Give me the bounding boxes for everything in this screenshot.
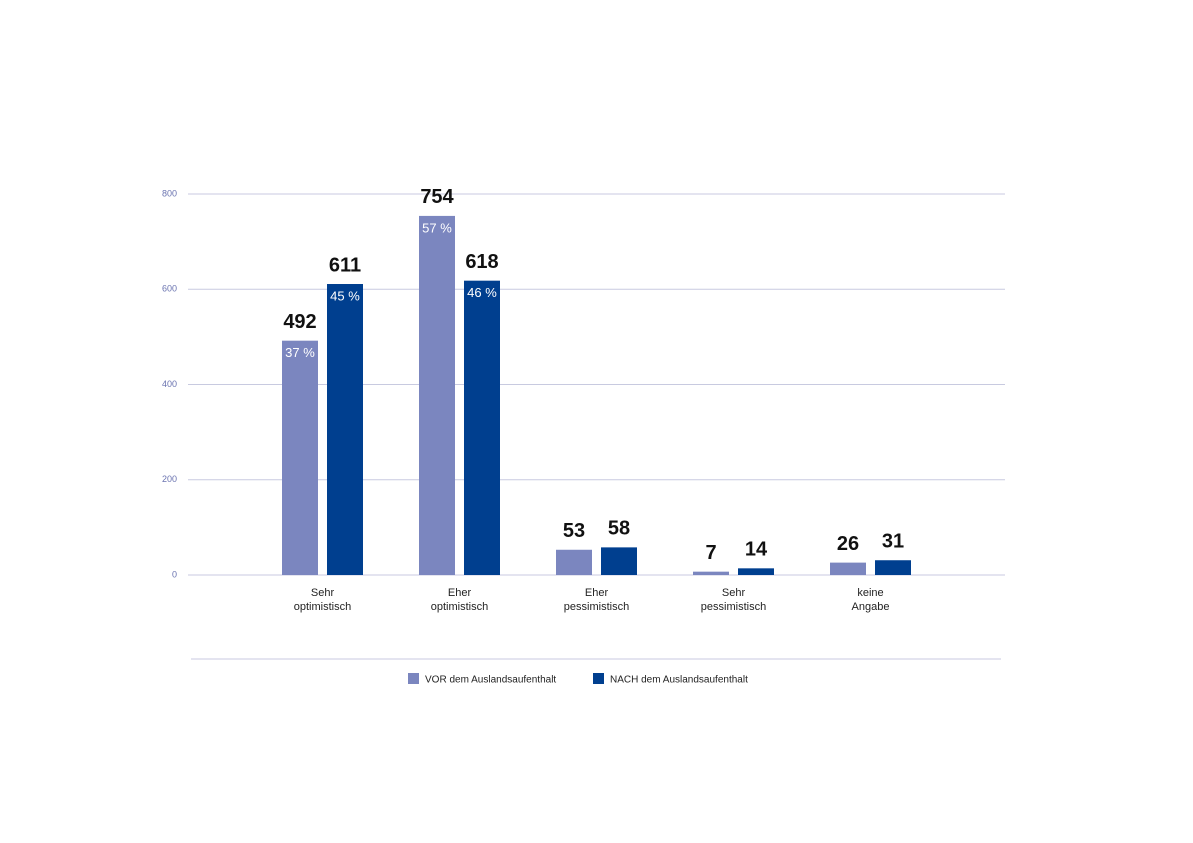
bar: [830, 562, 866, 575]
x-tick-label: Eher optimistisch: [431, 587, 488, 613]
value-label: 14: [745, 539, 768, 561]
bar: [601, 547, 637, 575]
value-label: 492: [283, 311, 316, 333]
percent-label: 57 %: [422, 220, 452, 235]
bar: [875, 560, 911, 575]
value-label: 31: [882, 531, 904, 553]
value-label: 618: [465, 251, 498, 273]
bar: [693, 571, 729, 575]
percent-label: 37 %: [285, 345, 315, 360]
percent-label: 45 %: [330, 288, 360, 303]
bar: [738, 568, 774, 575]
bar: [464, 280, 500, 575]
x-tick-label: Sehr optimistisch: [294, 587, 351, 613]
bar: [327, 284, 363, 575]
y-tick-label: 400: [162, 379, 177, 389]
x-tick-label: Sehr pessimistisch: [701, 587, 766, 613]
value-label: 754: [420, 186, 454, 208]
legend-swatch: [408, 673, 419, 684]
bar: [556, 549, 592, 575]
y-tick-label: 0: [172, 569, 177, 579]
legend-label: NACH dem Auslandsaufenthalt: [610, 675, 748, 686]
value-label: 53: [563, 520, 585, 542]
y-tick-label: 600: [162, 284, 177, 294]
bar: [419, 215, 455, 575]
y-tick-label: 800: [162, 188, 177, 198]
y-tick-label: 200: [162, 474, 177, 484]
percent-label: 46 %: [467, 285, 497, 300]
value-label: 58: [608, 518, 630, 540]
legend-label: VOR dem Auslandsaufenthalt: [425, 675, 556, 686]
value-label: 7: [705, 542, 716, 564]
value-label: 26: [837, 533, 859, 555]
bar: [282, 340, 318, 575]
value-label: 611: [329, 254, 361, 276]
legend-swatch: [593, 673, 604, 684]
x-tick-label: Eher pessimistisch: [564, 587, 629, 613]
x-tick-label: keine Angabe: [852, 587, 890, 613]
